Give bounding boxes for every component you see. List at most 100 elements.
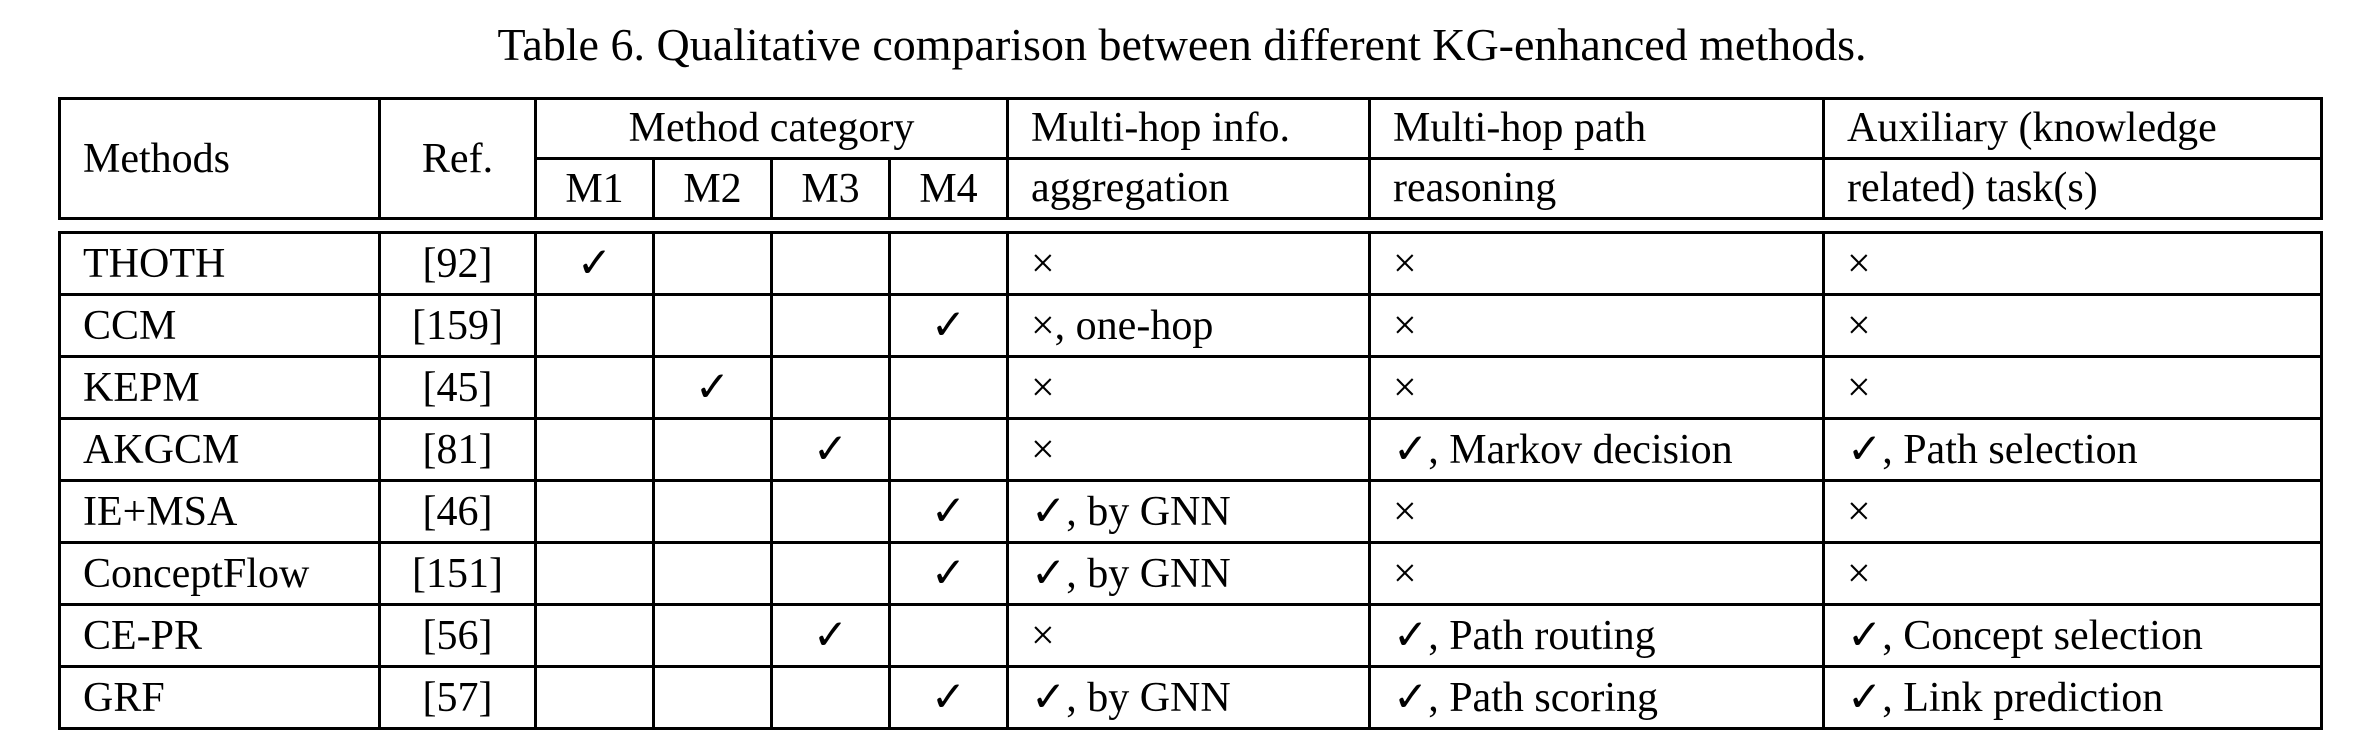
header-ref: Ref.	[378, 97, 537, 220]
ref-cell: [57]	[378, 665, 537, 730]
check-mark-icon: ✓	[930, 302, 967, 349]
multihop-path-cell: ✓, Markov decision	[1368, 417, 1825, 482]
category-m2-cell: ✓	[652, 355, 773, 420]
auxiliary-task-cell: ×	[1822, 231, 2323, 296]
method-name-cell: IE+MSA	[58, 479, 381, 544]
category-m4-cell: ✓	[888, 665, 1009, 730]
category-m4-cell	[888, 603, 1009, 668]
method-name-cell: GRF	[58, 665, 381, 730]
table-row: KEPM [45] ✓ × × ×	[58, 355, 2323, 420]
table-row: THOTH [92] ✓ × × ×	[58, 231, 2323, 296]
header-m1: M1	[534, 157, 655, 220]
multihop-path-cell: ✓, Path scoring	[1368, 665, 1825, 730]
header-multihop-path-line1: Multi-hop path	[1368, 97, 1825, 160]
table-row: AKGCM [81] ✓ × ✓, Markov decision ✓, Path sel…	[58, 417, 2323, 482]
check-mark-icon: ✓	[930, 550, 967, 597]
category-m4-cell: ✓	[888, 541, 1009, 606]
header-m3: M3	[770, 157, 891, 220]
category-m3-cell	[770, 665, 891, 730]
category-m3-cell: ✓	[770, 603, 891, 668]
multihop-info-cell: ✓, by GNN	[1006, 665, 1371, 730]
table-body: THOTH [92] ✓ × × × CCM [159] ✓ ×, one-hop × × KEPM [4…	[58, 231, 2323, 730]
multihop-info-cell: ✓, by GNN	[1006, 479, 1371, 544]
check-mark-icon: ✓	[812, 426, 849, 473]
category-m3-cell	[770, 541, 891, 606]
header-m4: M4	[888, 157, 1009, 220]
multihop-path-cell: ×	[1368, 355, 1825, 420]
category-m1-cell: ✓	[534, 231, 655, 296]
category-m2-cell	[652, 603, 773, 668]
ref-cell: [151]	[378, 541, 537, 606]
multihop-path-cell: ×	[1368, 231, 1825, 296]
header-multihop-path-line2: reasoning	[1368, 157, 1825, 220]
header-m2: M2	[652, 157, 773, 220]
category-m1-cell	[534, 417, 655, 482]
method-name-cell: KEPM	[58, 355, 381, 420]
category-m1-cell	[534, 355, 655, 420]
table-row: GRF [57] ✓ ✓, by GNN ✓, Path scoring ✓, Link …	[58, 665, 2323, 730]
ref-cell: [159]	[378, 293, 537, 358]
ref-cell: [81]	[378, 417, 537, 482]
header-auxiliary-line2: related) task(s)	[1822, 157, 2323, 220]
category-m2-cell	[652, 417, 773, 482]
table-row: ConceptFlow [151] ✓ ✓, by GNN × ×	[58, 541, 2323, 606]
category-m2-cell	[652, 293, 773, 358]
multihop-info-cell: ×, one-hop	[1006, 293, 1371, 358]
header-method-category: Method category	[534, 97, 1009, 160]
ref-cell: [56]	[378, 603, 537, 668]
category-m2-cell	[652, 231, 773, 296]
category-m4-cell	[888, 355, 1009, 420]
auxiliary-task-cell: ×	[1822, 293, 2323, 358]
header-methods: Methods	[58, 97, 381, 220]
category-m4-cell	[888, 231, 1009, 296]
ref-cell: [92]	[378, 231, 537, 296]
multihop-info-cell: ×	[1006, 417, 1371, 482]
category-m1-cell	[534, 665, 655, 730]
check-mark-icon: ✓	[930, 488, 967, 535]
method-name-cell: AKGCM	[58, 417, 381, 482]
method-name-cell: ConceptFlow	[58, 541, 381, 606]
check-mark-icon: ✓	[930, 674, 967, 721]
multihop-info-cell: ×	[1006, 355, 1371, 420]
category-m3-cell: ✓	[770, 417, 891, 482]
table-caption: Table 6. Qualitative comparison between …	[497, 19, 1867, 70]
auxiliary-task-cell: ×	[1822, 541, 2323, 606]
auxiliary-task-cell: ✓, Concept selection	[1822, 603, 2323, 668]
category-m4-cell: ✓	[888, 293, 1009, 358]
method-name-cell: CCM	[58, 293, 381, 358]
multihop-path-cell: ✓, Path routing	[1368, 603, 1825, 668]
method-name-cell: CE-PR	[58, 603, 381, 668]
header-auxiliary-line1: Auxiliary (knowledge	[1822, 97, 2323, 160]
multihop-info-cell: ×	[1006, 603, 1371, 668]
auxiliary-task-cell: ✓, Path selection	[1822, 417, 2323, 482]
category-m1-cell	[534, 479, 655, 544]
table-row: IE+MSA [46] ✓ ✓, by GNN × ×	[58, 479, 2323, 544]
header-multihop-info-line2: aggregation	[1006, 157, 1371, 220]
table-row: CCM [159] ✓ ×, one-hop × ×	[58, 293, 2323, 358]
category-m3-cell	[770, 479, 891, 544]
multihop-path-cell: ×	[1368, 541, 1825, 606]
check-mark-icon: ✓	[694, 364, 731, 411]
category-m2-cell	[652, 665, 773, 730]
category-m1-cell	[534, 541, 655, 606]
check-mark-icon: ✓	[812, 612, 849, 659]
category-m3-cell	[770, 355, 891, 420]
multihop-info-cell: ✓, by GNN	[1006, 541, 1371, 606]
category-m2-cell	[652, 541, 773, 606]
multihop-info-cell: ×	[1006, 231, 1371, 296]
check-mark-icon: ✓	[576, 240, 613, 287]
multihop-path-cell: ×	[1368, 479, 1825, 544]
ref-cell: [45]	[378, 355, 537, 420]
category-m4-cell	[888, 417, 1009, 482]
category-m3-cell	[770, 231, 891, 296]
category-m1-cell	[534, 603, 655, 668]
category-m1-cell	[534, 293, 655, 358]
multihop-path-cell: ×	[1368, 293, 1825, 358]
table-row: CE-PR [56] ✓ × ✓, Path routing ✓, Concept sel…	[58, 603, 2323, 668]
header-multihop-info-line1: Multi-hop info.	[1006, 97, 1371, 160]
auxiliary-task-cell: ×	[1822, 355, 2323, 420]
category-m3-cell	[770, 293, 891, 358]
category-m4-cell: ✓	[888, 479, 1009, 544]
table-header: Methods Ref. Method category Multi-hop i…	[58, 97, 2323, 220]
auxiliary-task-cell: ✓, Link prediction	[1822, 665, 2323, 730]
